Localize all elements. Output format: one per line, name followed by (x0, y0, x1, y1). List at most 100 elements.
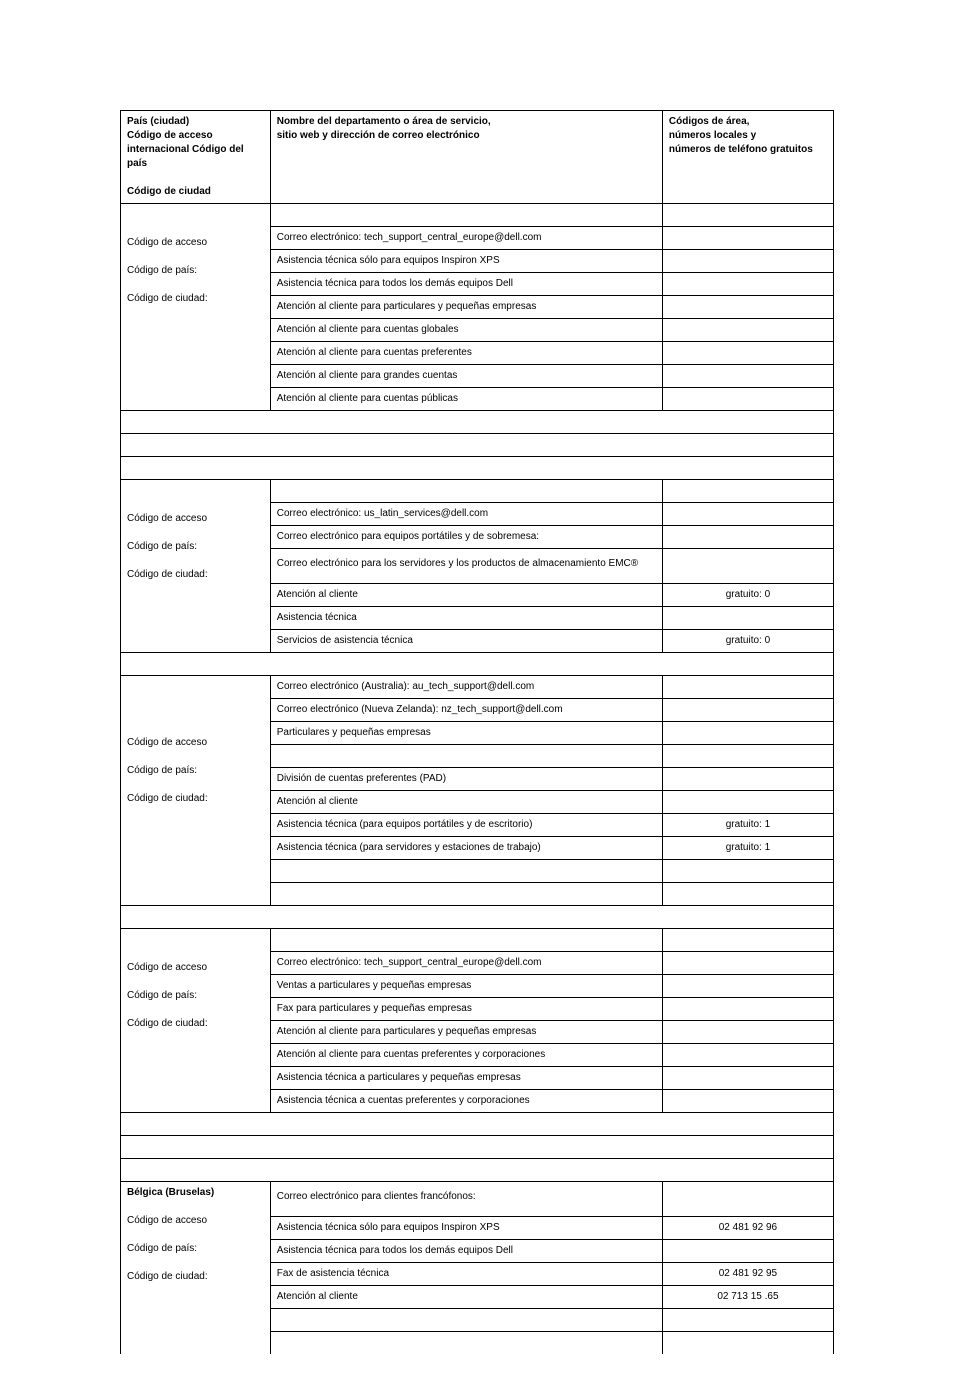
department-cell: Servicios de asistencia técnica (270, 630, 662, 653)
phone-cell (662, 1090, 833, 1113)
phone-cell (662, 975, 833, 998)
country-cell: Código de accesoCódigo de país:Código de… (121, 204, 271, 411)
header-department: Nombre del departamento o área de servic… (270, 111, 662, 204)
spacer-row (121, 1136, 834, 1159)
department-cell: Asistencia técnica (270, 607, 662, 630)
header-codes: Códigos de área,números locales ynúmeros… (662, 111, 833, 204)
department-cell: Asistencia técnica (para servidores y es… (270, 837, 662, 860)
phone-cell (662, 952, 833, 975)
department-cell: División de cuentas preferentes (PAD) (270, 768, 662, 791)
department-cell: Asistencia técnica a cuentas preferentes… (270, 1090, 662, 1113)
phone-cell: gratuito: 0 (662, 630, 833, 653)
phone-cell (662, 607, 833, 630)
phone-cell (662, 722, 833, 745)
phone-cell (662, 1240, 833, 1263)
phone-cell (662, 480, 833, 503)
phone-cell (662, 1067, 833, 1090)
department-cell: Correo electrónico (Australia): au_tech_… (270, 676, 662, 699)
department-cell: Atención al cliente para cuentas globale… (270, 319, 662, 342)
phone-cell (662, 676, 833, 699)
department-cell: Asistencia técnica (para equipos portáti… (270, 814, 662, 837)
department-cell: Atención al cliente para grandes cuentas (270, 365, 662, 388)
department-cell: Correo electrónico para equipos portátil… (270, 526, 662, 549)
spacer-row (121, 1159, 834, 1182)
phone-cell (662, 929, 833, 952)
phone-cell (662, 998, 833, 1021)
spacer-row (121, 411, 834, 434)
phone-cell (662, 1309, 833, 1332)
phone-cell (662, 250, 833, 273)
department-cell (270, 480, 662, 503)
department-cell: Asistencia técnica sólo para equipos Ins… (270, 1217, 662, 1240)
department-cell (270, 929, 662, 952)
phone-cell: gratuito: 0 (662, 584, 833, 607)
phone-cell (662, 1332, 833, 1355)
department-cell (270, 883, 662, 906)
phone-cell: gratuito: 1 (662, 814, 833, 837)
header-country: País (ciudad)Código de accesointernacion… (121, 111, 271, 204)
phone-cell (662, 860, 833, 883)
department-cell (270, 1309, 662, 1332)
department-cell: Asistencia técnica a particulares y pequ… (270, 1067, 662, 1090)
phone-cell: 02 481 92 96 (662, 1217, 833, 1240)
table-header: País (ciudad)Código de accesointernacion… (121, 111, 834, 204)
department-cell: Atención al cliente para particulares y … (270, 1021, 662, 1044)
department-cell: Correo electrónico para los servidores y… (270, 549, 662, 584)
table-body: Código de accesoCódigo de país:Código de… (121, 204, 834, 1355)
department-cell: Asistencia técnica para todos los demás … (270, 273, 662, 296)
phone-cell (662, 791, 833, 814)
phone-cell (662, 503, 833, 526)
phone-cell (662, 342, 833, 365)
phone-cell: 02 481 92 95 (662, 1263, 833, 1286)
phone-cell (662, 227, 833, 250)
department-cell: Correo electrónico: tech_support_central… (270, 227, 662, 250)
document-page: País (ciudad)Código de accesointernacion… (0, 0, 954, 1394)
country-cell: Código de accesoCódigo de país:Código de… (121, 480, 271, 653)
spacer-row (121, 457, 834, 480)
department-cell: Asistencia técnica para todos los demás … (270, 1240, 662, 1263)
country-cell: Código de accesoCódigo de país:Código de… (121, 929, 271, 1113)
department-cell (270, 204, 662, 227)
phone-cell (662, 273, 833, 296)
phone-cell (662, 1021, 833, 1044)
department-cell (270, 1332, 662, 1355)
phone-cell (662, 526, 833, 549)
department-cell: Correo electrónico: tech_support_central… (270, 952, 662, 975)
department-cell: Correo electrónico para clientes francóf… (270, 1182, 662, 1217)
phone-cell: gratuito: 1 (662, 837, 833, 860)
phone-cell (662, 1182, 833, 1217)
department-cell: Asistencia técnica sólo para equipos Ins… (270, 250, 662, 273)
spacer-row (121, 1113, 834, 1136)
phone-cell (662, 204, 833, 227)
department-cell: Correo electrónico: us_latin_services@de… (270, 503, 662, 526)
phone-cell (662, 1044, 833, 1067)
phone-cell (662, 699, 833, 722)
phone-cell (662, 296, 833, 319)
department-cell (270, 860, 662, 883)
contact-table: País (ciudad)Código de accesointernacion… (120, 110, 834, 1354)
phone-cell (662, 745, 833, 768)
country-cell: Código de accesoCódigo de país:Código de… (121, 676, 271, 906)
department-cell: Fax de asistencia técnica (270, 1263, 662, 1286)
spacer-row (121, 653, 834, 676)
department-cell: Atención al cliente para cuentas prefere… (270, 342, 662, 365)
phone-cell (662, 365, 833, 388)
phone-cell (662, 388, 833, 411)
department-cell: Atención al cliente (270, 791, 662, 814)
phone-cell (662, 549, 833, 584)
spacer-row (121, 434, 834, 457)
spacer-row (121, 906, 834, 929)
department-cell: Atención al cliente para particulares y … (270, 296, 662, 319)
phone-cell (662, 319, 833, 342)
phone-cell (662, 768, 833, 791)
department-cell: Ventas a particulares y pequeñas empresa… (270, 975, 662, 998)
phone-cell (662, 883, 833, 906)
department-cell: Atención al cliente para cuentas prefere… (270, 1044, 662, 1067)
phone-cell: 02 713 15 .65 (662, 1286, 833, 1309)
department-cell: Particulares y pequeñas empresas (270, 722, 662, 745)
department-cell: Fax para particulares y pequeñas empresa… (270, 998, 662, 1021)
department-cell: Atención al cliente para cuentas pública… (270, 388, 662, 411)
department-cell: Correo electrónico (Nueva Zelanda): nz_t… (270, 699, 662, 722)
department-cell (270, 745, 662, 768)
country-cell: Bélgica (Bruselas)Código de accesoCódigo… (121, 1182, 271, 1355)
